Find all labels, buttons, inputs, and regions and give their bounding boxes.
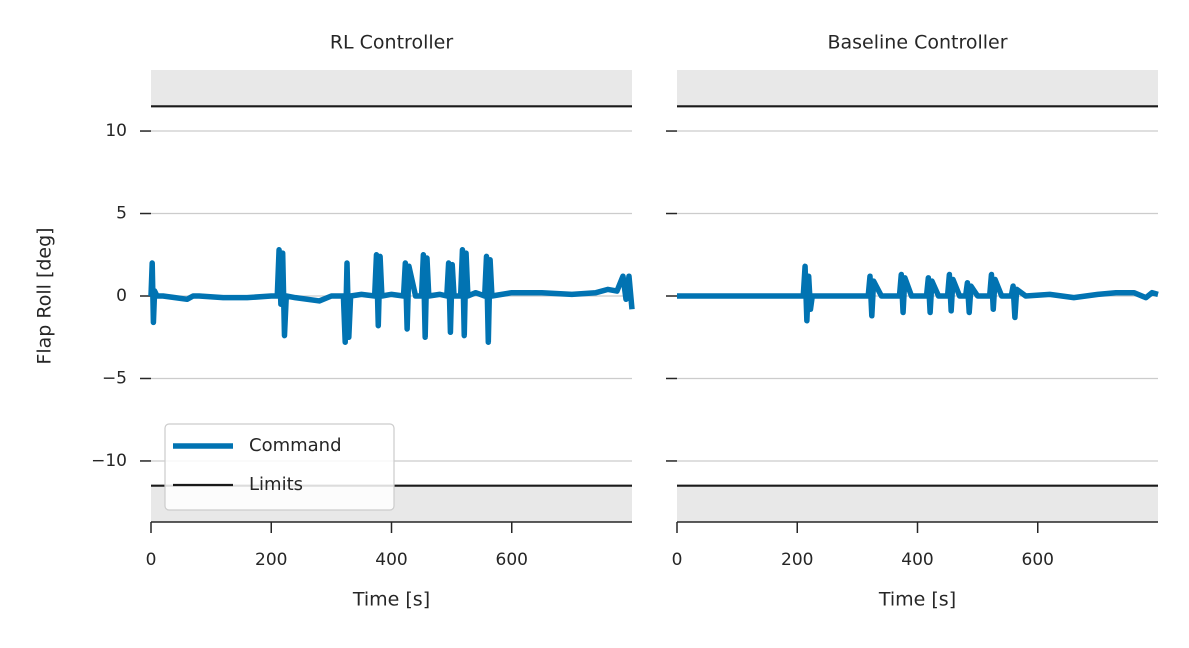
panel-title: RL Controller: [330, 32, 453, 54]
x-axis-label: Time [s]: [352, 589, 430, 611]
x-tick-label: 600: [496, 550, 528, 570]
limit-shade: [151, 70, 632, 107]
y-tick-label: 5: [116, 204, 127, 224]
panel-title: Baseline Controller: [827, 32, 1007, 54]
legend-label: Command: [249, 435, 342, 456]
y-tick-label: 0: [116, 286, 127, 306]
x-axis-label: Time [s]: [878, 589, 956, 611]
x-tick-label: 600: [1022, 550, 1054, 570]
limit-shade: [677, 485, 1158, 522]
x-tick-label: 200: [781, 550, 813, 570]
y-axis-label: Flap Roll [deg]: [34, 227, 56, 364]
x-tick-label: 0: [672, 550, 683, 570]
y-tick-label: 10: [105, 121, 127, 141]
command-line: [677, 263, 1159, 324]
legend-label: Limits: [249, 474, 303, 495]
y-tick-label: −10: [91, 451, 127, 471]
x-tick-label: 0: [146, 550, 157, 570]
limit-shade: [677, 70, 1158, 107]
x-tick-label: 400: [901, 550, 933, 570]
command-line: [148, 247, 635, 345]
x-tick-label: 200: [255, 550, 287, 570]
y-tick-label: −5: [102, 368, 127, 388]
x-tick-label: 400: [375, 550, 407, 570]
